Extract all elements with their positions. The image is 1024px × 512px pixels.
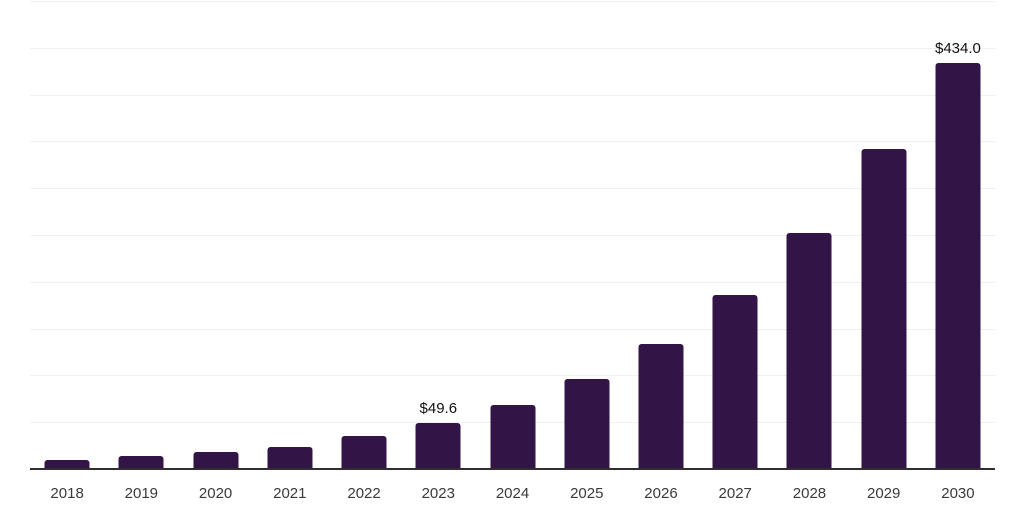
gridline-500 bbox=[30, 1, 995, 2]
bar-slot-2019 bbox=[104, 1, 178, 469]
gridline-250 bbox=[30, 235, 995, 236]
gridline-400 bbox=[30, 94, 995, 96]
x-tick-2023: 2023 bbox=[421, 485, 455, 502]
bar-slot-2027 bbox=[698, 1, 772, 469]
x-axis-labels: 2018 2019 2020 2021 2022 2023 2024 2025 2026 2027… bbox=[30, 483, 995, 505]
bar-slot-2022 bbox=[327, 1, 401, 469]
x-tick-2024: 2024 bbox=[495, 485, 530, 502]
bar-2022 bbox=[341, 435, 387, 469]
bar-slot-2025 bbox=[550, 1, 624, 469]
x-tick-2018: 2018 bbox=[50, 485, 84, 502]
plot-area: $49.6 $434.0 bbox=[30, 1, 995, 470]
x-tick-2019: 2019 bbox=[124, 485, 159, 502]
x-tick-2025: 2025 bbox=[570, 485, 604, 502]
x-tick-2029: 2029 bbox=[867, 485, 901, 502]
bar-slot-2026 bbox=[624, 1, 698, 469]
data-label-2030: $434.0 bbox=[934, 39, 981, 57]
bar-slot-2029 bbox=[847, 1, 921, 469]
bar-slot-2020 bbox=[178, 1, 252, 469]
bar-2020 bbox=[193, 451, 239, 469]
gridline-200 bbox=[30, 281, 995, 283]
x-tick-2020: 2020 bbox=[198, 485, 233, 502]
x-axis-line bbox=[30, 468, 995, 470]
gridline-450 bbox=[30, 47, 995, 49]
bar-2023 bbox=[415, 422, 461, 469]
bar-2028 bbox=[786, 233, 832, 469]
bar-slot-2018 bbox=[30, 1, 104, 469]
bar-slot-2024 bbox=[475, 1, 549, 469]
x-tick-2022: 2022 bbox=[347, 485, 381, 502]
data-label-2023: $49.6 bbox=[419, 399, 458, 417]
bar-2024 bbox=[490, 404, 536, 469]
bar-2030 bbox=[935, 62, 981, 469]
bar-2027 bbox=[712, 294, 758, 469]
bar-2021 bbox=[267, 446, 313, 469]
bars-container: $49.6 $434.0 bbox=[30, 1, 995, 469]
bar-2029 bbox=[861, 148, 907, 469]
bar-slot-2028 bbox=[772, 1, 846, 469]
bar-slot-2021 bbox=[253, 1, 327, 469]
bar-2026 bbox=[638, 344, 684, 469]
x-tick-2021: 2021 bbox=[273, 485, 307, 502]
gridline-150 bbox=[30, 328, 995, 330]
bar-2025 bbox=[564, 379, 610, 469]
gridline-350 bbox=[30, 141, 995, 143]
x-tick-2027: 2027 bbox=[718, 485, 752, 502]
x-tick-2030: 2030 bbox=[941, 485, 975, 502]
x-tick-2028: 2028 bbox=[792, 485, 827, 502]
x-tick-2026: 2026 bbox=[644, 485, 678, 502]
bar-2019 bbox=[118, 456, 164, 469]
gridline-100 bbox=[30, 375, 995, 377]
bar-slot-2030: $434.0 bbox=[921, 1, 995, 469]
gridline-300 bbox=[30, 188, 995, 190]
bar-2018 bbox=[44, 459, 90, 469]
bar-slot-2023: $49.6 bbox=[401, 1, 475, 469]
